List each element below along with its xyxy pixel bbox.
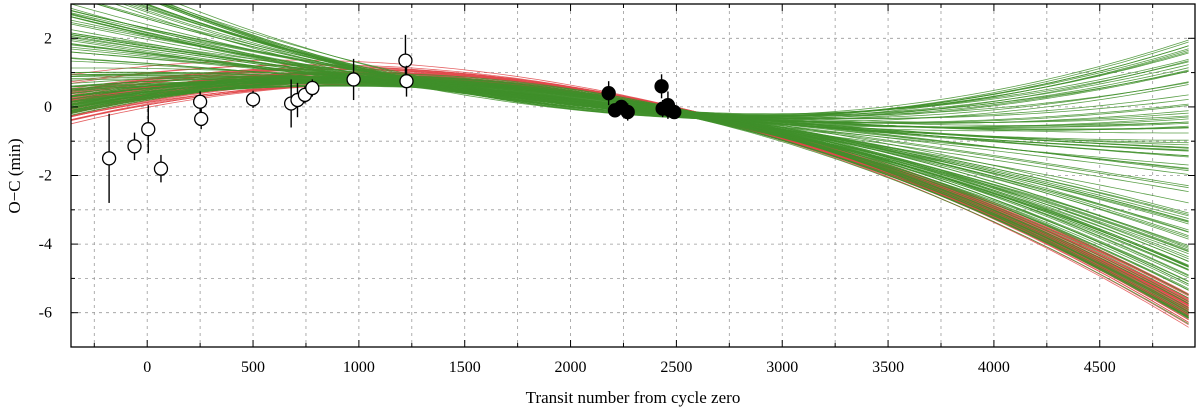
open-data-point — [305, 80, 320, 96]
x-tick-label: 4000 — [978, 359, 1010, 376]
filled-data-point — [667, 104, 682, 120]
open-data-point — [141, 122, 156, 137]
open-data-point — [153, 161, 169, 176]
x-tick-label: 0 — [143, 359, 151, 376]
filled-data-point — [620, 104, 635, 120]
x-tick-label: 4500 — [1084, 359, 1116, 376]
y-tick-label: -2 — [39, 168, 52, 185]
axis-ticks: 0 500 1000 1500 2000 2500 3000 3500 4000 4500 2 0 -2… — [39, 4, 1195, 376]
x-axis-label: Transit number from cycle zero — [526, 388, 741, 407]
x-tick-label: 1500 — [449, 359, 481, 376]
x-tick-label: 2500 — [660, 359, 692, 376]
open-data-point — [398, 53, 413, 68]
x-tick-label: 3500 — [872, 359, 904, 376]
filled-data-point — [654, 79, 669, 94]
open-data-point — [192, 94, 208, 109]
open-data-point — [194, 111, 209, 127]
filled-data-point — [601, 86, 616, 101]
model-curves — [71, 4, 1189, 328]
green-model-curve — [71, 81, 1189, 291]
open-data-point — [346, 72, 361, 87]
x-tick-label: 2000 — [555, 359, 587, 376]
x-tick-label: 500 — [241, 359, 265, 376]
plot-frame — [70, 3, 1196, 348]
data-points — [101, 34, 682, 203]
green-model-curve — [71, 79, 1189, 262]
open-data-point — [127, 139, 142, 154]
green-model-curve — [71, 75, 1189, 313]
y-tick-label: -4 — [39, 236, 52, 253]
open-data-point — [245, 92, 261, 107]
open-data-point — [101, 151, 117, 166]
green-model-curve — [71, 78, 1189, 233]
x-tick-label: 1000 — [343, 359, 375, 376]
open-data-point — [399, 74, 414, 89]
y-tick-label: 2 — [44, 30, 52, 47]
y-axis-label: O−C (min) — [5, 138, 24, 213]
y-tick-label: 0 — [44, 99, 52, 116]
y-tick-label: -6 — [39, 305, 52, 322]
x-tick-label: 3000 — [766, 359, 798, 376]
